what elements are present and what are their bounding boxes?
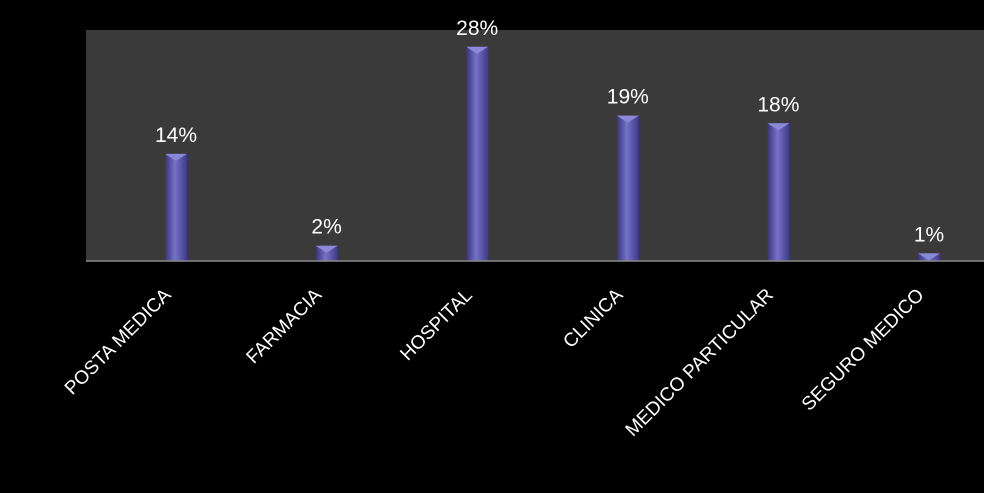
bar-clinica xyxy=(616,115,639,262)
category-label-hospital: HOSPITAL xyxy=(396,285,476,365)
bar-cap-hospital xyxy=(466,46,489,54)
category-labels-group: POSTA MEDICA FARMACIA HOSPITAL CLINICAMEDIC… xyxy=(61,284,929,440)
category-label-posta-medica: POSTA MEDICA xyxy=(61,284,176,399)
data-label-posta-medica: 14% xyxy=(155,124,197,147)
bar-cap-clinica xyxy=(616,115,639,123)
data-labels-group: 14% 2% 28% 19% 18% 1% xyxy=(155,17,944,247)
category-label-medico-particular: MEDICO PARTICULAR xyxy=(622,285,778,441)
bar-medico-particular xyxy=(767,123,790,261)
bar-farmacia xyxy=(315,245,338,261)
data-label-farmacia: 2% xyxy=(311,216,341,239)
plot-area xyxy=(86,30,984,261)
bars-group xyxy=(165,46,940,262)
bar-hospital xyxy=(466,46,489,261)
bar-cap-posta-medica xyxy=(165,153,187,161)
bar-cap-seguro-medico xyxy=(918,253,940,261)
category-label-clinica: CLINICA xyxy=(559,284,627,352)
data-label-clinica: 19% xyxy=(607,86,649,109)
bar-cap-medico-particular xyxy=(767,123,790,131)
bar-cap-farmacia xyxy=(315,245,338,253)
category-label-farmacia: FARMACIA xyxy=(243,284,327,368)
data-label-seguro-medico: 1% xyxy=(914,223,944,246)
category-label-seguro-medico: SEGURO MEDICO xyxy=(798,285,929,416)
data-label-hospital: 28% xyxy=(456,17,498,40)
bar-posta-medica xyxy=(165,153,187,261)
data-label-medico-particular: 18% xyxy=(757,93,799,116)
